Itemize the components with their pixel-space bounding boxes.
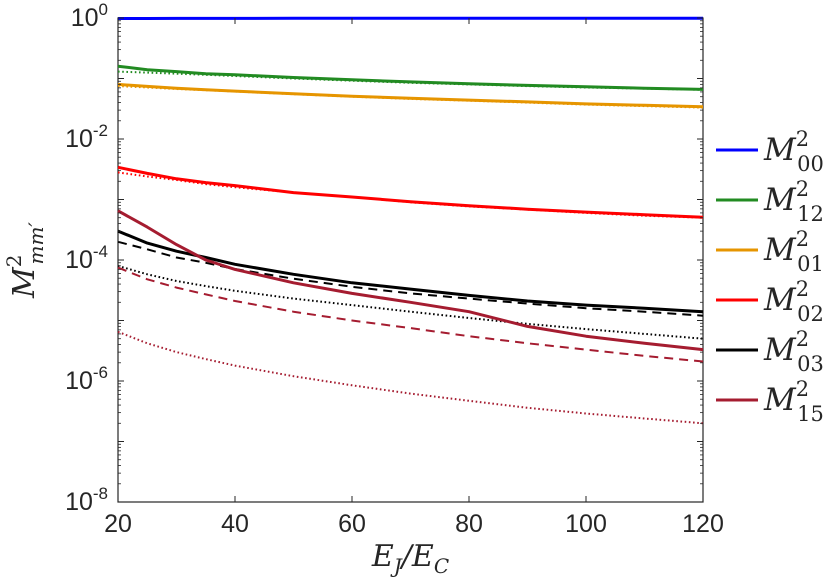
- legend-label-15: M2 15: [763, 377, 824, 426]
- x-axis-label: EJ/EC: [371, 539, 449, 577]
- legend-label-01: M2 01: [763, 227, 824, 276]
- legend-label-12: M2 12: [763, 177, 824, 226]
- axis-labels-layer: EJ/EC M2mm′: [2, 222, 449, 577]
- legend-label-00: M2 00: [763, 127, 824, 176]
- legend-label-03: M2 03: [763, 327, 824, 376]
- y-tick-label: 10-6: [65, 363, 108, 395]
- y-tick-label: 10-4: [65, 242, 108, 274]
- series-line-15-dashed: [117, 266, 704, 363]
- plot-layer: [117, 16, 704, 503]
- x-tick-label: 40: [221, 510, 249, 538]
- x-tick-label: 60: [338, 510, 366, 538]
- legend-label-02: M2 02: [763, 277, 824, 326]
- series-line-03-dashed: [117, 240, 704, 317]
- x-tick-label: 120: [682, 510, 724, 538]
- y-axis-label: M2mm′: [2, 222, 48, 299]
- series-line-15-dotted: [117, 330, 704, 425]
- series-line-12-solid: [117, 64, 704, 91]
- y-tick-label: 10-2: [65, 121, 108, 153]
- series-line-15-solid: [117, 209, 704, 352]
- series-line-03-solid: [117, 229, 704, 314]
- x-tick-label: 80: [455, 510, 483, 538]
- y-tick-label: 10-8: [65, 484, 108, 516]
- y-tick-label: 100: [71, 0, 108, 32]
- x-tick-label: 20: [104, 510, 132, 538]
- x-tick-label: 100: [565, 510, 607, 538]
- series-line-02-solid: [117, 165, 704, 219]
- ticks-layer: 20 40 60 80 100 120 100 10-2 10-4 10-6 10-8: [65, 0, 724, 538]
- series-line-01-solid: [117, 82, 704, 109]
